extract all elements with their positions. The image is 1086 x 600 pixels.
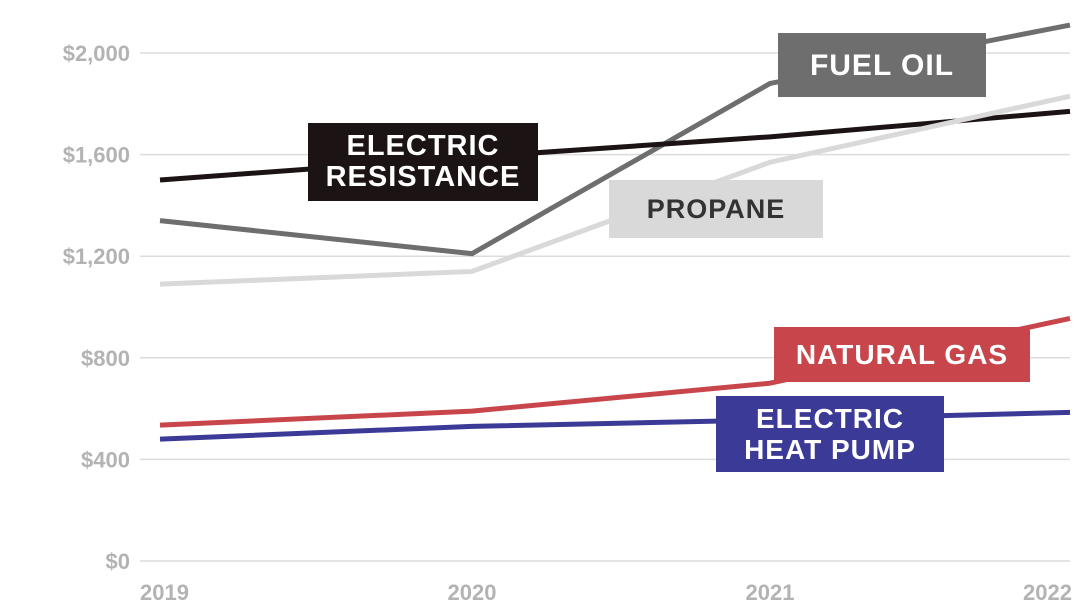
x-axis-ticks: 2019 2020 2021 2022 [140, 580, 1072, 600]
series-label-line: RESISTANCE [325, 161, 521, 193]
series-label-electric-resistance: ELECTRIC RESISTANCE [308, 123, 538, 201]
y-tick-label: $0 [106, 549, 130, 574]
series-label-fuel-oil: FUEL OIL [778, 33, 986, 97]
x-tick-label: 2020 [448, 580, 497, 600]
x-tick-label: 2019 [140, 580, 189, 600]
y-tick-label: $1,600 [63, 143, 130, 168]
series-label-line: NATURAL GAS [795, 339, 1009, 370]
y-tick-label: $400 [81, 447, 130, 472]
y-tick-label: $800 [81, 346, 130, 371]
series-label-line: FUEL OIL [809, 48, 955, 82]
series-label-line: HEAT PUMP [744, 434, 916, 465]
series-label-propane: PROPANE [609, 180, 823, 238]
gridlines [140, 52, 1070, 562]
x-tick-label: 2022 [1023, 580, 1072, 600]
series-label-line: ELECTRIC [756, 403, 904, 434]
y-axis-ticks: $0 $400 $800 $1,200 $1,600 $2,000 [63, 41, 130, 574]
series-label-line: ELECTRIC [346, 130, 500, 162]
series-label-line: PROPANE [646, 193, 786, 224]
y-tick-label: $2,000 [63, 41, 130, 66]
series-label-natural-gas: NATURAL GAS [774, 327, 1030, 382]
x-tick-label: 2021 [746, 580, 795, 600]
series-label-electric-heat-pump: ELECTRIC HEAT PUMP [716, 396, 944, 472]
y-tick-label: $1,200 [63, 244, 130, 269]
